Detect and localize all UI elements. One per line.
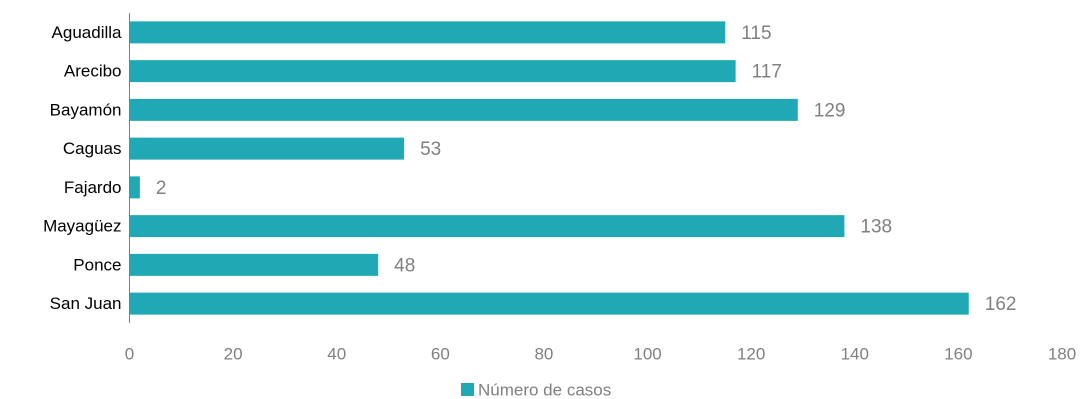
value-label: 138 [860, 217, 892, 238]
bar-1 [129, 60, 736, 83]
category-label: Aguadilla [52, 23, 122, 42]
legend: Número de casos [461, 381, 611, 399]
category-label: Ponce [73, 255, 121, 274]
x-tick-label: 180 [1048, 345, 1076, 364]
value-label: 117 [752, 62, 782, 83]
x-tick-label: 120 [737, 345, 765, 364]
x-tick-label: 0 [125, 345, 134, 364]
x-tick-label: 20 [224, 345, 243, 364]
value-label: 162 [985, 294, 1017, 315]
legend-label: Número de casos [478, 381, 611, 399]
bar-3 [129, 137, 405, 160]
category-label: Fajardo [64, 178, 122, 197]
value-label: 48 [394, 255, 415, 276]
category-label: Caguas [63, 139, 122, 158]
category-label: Arecibo [64, 62, 122, 81]
x-tick-label: 60 [431, 345, 450, 364]
bar-0 [129, 21, 726, 44]
value-label: 2 [156, 178, 167, 199]
bars-group [129, 21, 969, 315]
category-labels: Aguadilla Arecibo Bayamón Caguas Fajardo Maya… [43, 23, 122, 313]
bar-4 [129, 176, 140, 199]
bar-7 [129, 292, 969, 315]
value-label: 53 [420, 139, 441, 160]
bar-5 [129, 215, 845, 238]
bar-6 [129, 253, 379, 276]
x-tick-label: 160 [944, 345, 972, 364]
x-tick-label: 40 [327, 345, 346, 364]
x-tick-label: 100 [633, 345, 661, 364]
bar-2 [129, 98, 798, 121]
legend-swatch [461, 383, 474, 396]
value-label: 129 [814, 100, 846, 121]
value-labels: 115 117 129 53 2 138 48 162 [156, 23, 1017, 315]
x-tick-label: 140 [841, 345, 869, 364]
x-tick-label: 80 [534, 345, 553, 364]
category-label: Mayagüez [43, 217, 121, 236]
category-label: Bayamón [50, 100, 122, 119]
value-label: 115 [741, 23, 771, 44]
category-label: San Juan [50, 294, 122, 313]
x-tick-labels: 0 20 40 60 80 100 120 140 160 180 [125, 345, 1076, 364]
